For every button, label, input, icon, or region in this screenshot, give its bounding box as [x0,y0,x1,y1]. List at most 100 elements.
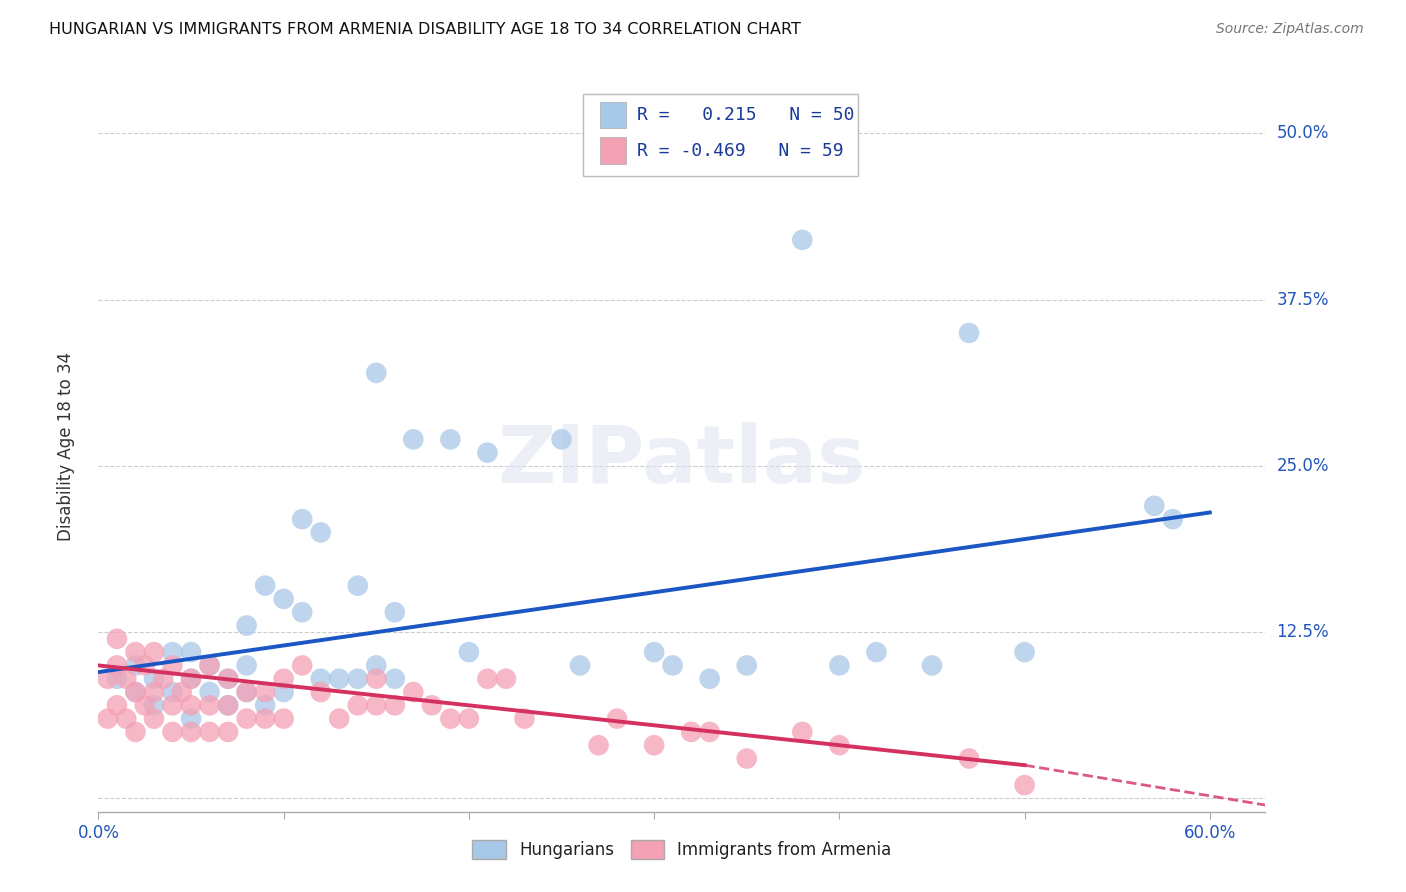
Point [957,751,980,765]
Point [366,658,388,673]
Point [477,672,499,686]
Point [420,698,443,713]
Text: R = -0.469   N = 59: R = -0.469 N = 59 [637,142,844,160]
Point [309,525,332,540]
Point [105,632,128,646]
Point [143,672,166,686]
Point [124,658,146,673]
Text: HUNGARIAN VS IMMIGRANTS FROM ARMENIA DISABILITY AGE 18 TO 34 CORRELATION CHART: HUNGARIAN VS IMMIGRANTS FROM ARMENIA DIS… [49,22,801,37]
Point [735,658,758,673]
Point [699,725,721,739]
Point [235,618,257,632]
Point [1161,512,1184,526]
Point [828,658,851,673]
Point [828,738,851,752]
Point [143,698,166,713]
Point [105,658,128,673]
Point [134,658,156,673]
Text: ZIPatlas: ZIPatlas [498,422,866,500]
Point [124,725,146,739]
Point [105,698,128,713]
Point [457,645,479,659]
Point [291,512,314,526]
Point [309,685,332,699]
Point [477,445,499,459]
Point [198,685,221,699]
Legend: Hungarians, Immigrants from Armenia: Hungarians, Immigrants from Armenia [465,833,898,865]
Point [384,672,406,686]
Point [588,738,610,752]
Point [643,738,665,752]
Point [792,725,814,739]
Point [254,712,277,726]
Point [235,685,257,699]
Point [273,685,295,699]
Point [273,712,295,726]
Point [180,672,202,686]
Point [457,712,479,726]
Point [254,685,277,699]
Point [162,698,184,713]
Point [346,698,368,713]
Point [217,672,239,686]
Point [328,712,350,726]
Point [124,685,146,699]
Point [513,712,536,726]
Point [366,672,388,686]
Point [569,658,592,673]
Text: 37.5%: 37.5% [1277,291,1329,309]
Point [366,698,388,713]
Point [180,645,202,659]
Point [328,672,350,686]
Point [1014,645,1036,659]
Point [735,751,758,765]
Point [235,685,257,699]
Point [1014,778,1036,792]
Point [162,658,184,673]
Point [170,685,193,699]
Point [273,672,295,686]
Point [439,712,461,726]
Point [134,698,156,713]
Point [366,366,388,380]
Point [198,698,221,713]
Point [180,672,202,686]
Text: R =   0.215   N = 50: R = 0.215 N = 50 [637,106,855,124]
Point [291,605,314,619]
Point [217,725,239,739]
Point [550,433,572,447]
Point [180,725,202,739]
Point [180,698,202,713]
Point [143,712,166,726]
Point [115,672,138,686]
Point [291,658,314,673]
Point [273,591,295,606]
Point [439,433,461,447]
Point [143,685,166,699]
Point [309,672,332,686]
Point [124,645,146,659]
Point [180,712,202,726]
Point [643,645,665,659]
Point [661,658,683,673]
Point [495,672,517,686]
Point [384,698,406,713]
Point [162,645,184,659]
Point [865,645,887,659]
Point [699,672,721,686]
Point [198,658,221,673]
Point [198,725,221,739]
Point [921,658,943,673]
Point [384,605,406,619]
Text: 12.5%: 12.5% [1277,624,1329,641]
Point [957,326,980,340]
Point [346,579,368,593]
Point [152,672,174,686]
Point [198,658,221,673]
Point [115,712,138,726]
Point [792,233,814,247]
Point [162,685,184,699]
Point [235,712,257,726]
Point [217,698,239,713]
Point [105,672,128,686]
